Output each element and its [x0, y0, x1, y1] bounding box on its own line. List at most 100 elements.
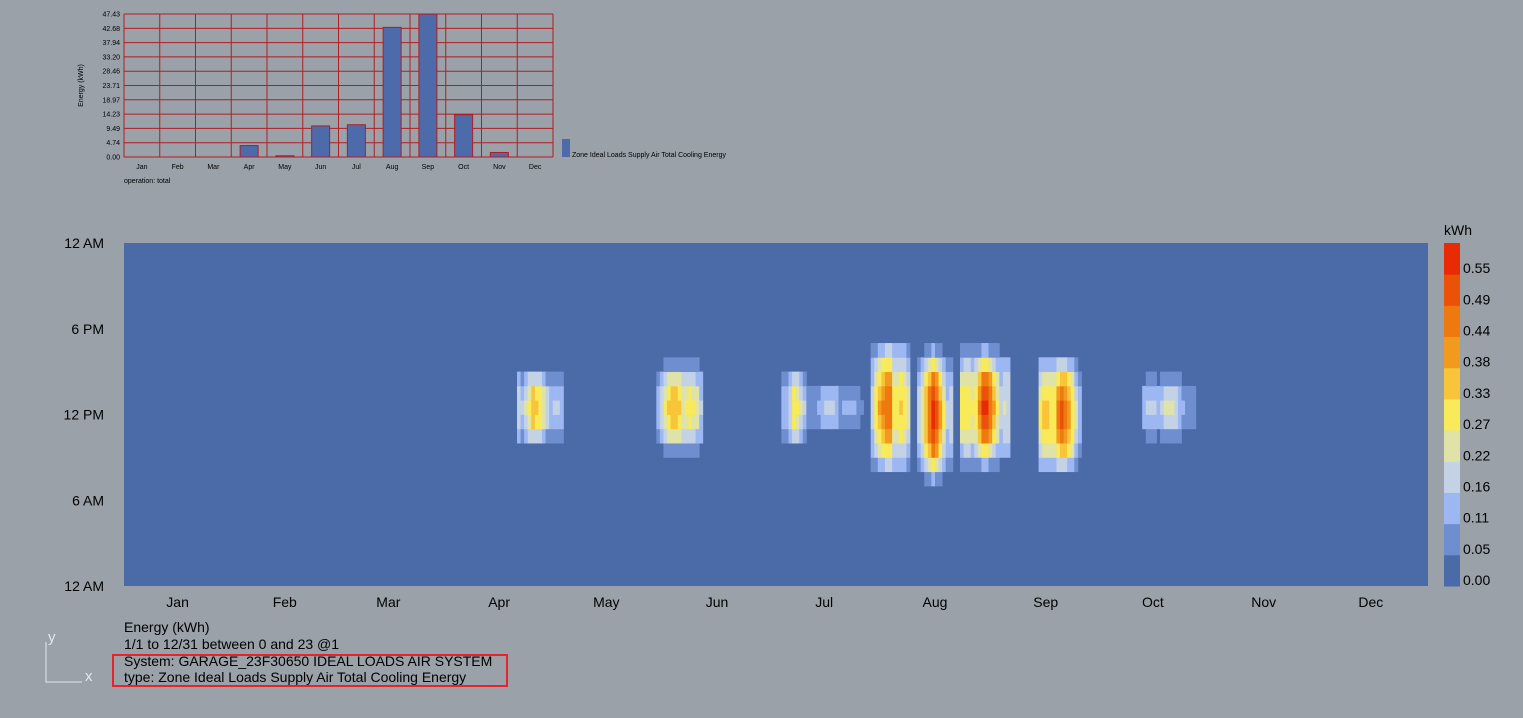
- heatmap-cell: [967, 343, 972, 358]
- heatmap-cell: [917, 371, 922, 387]
- heatmap-cell: [527, 414, 532, 430]
- bar-y-tick-label: 47.43: [102, 12, 120, 19]
- heatmap-cell: [1077, 385, 1082, 401]
- heatmap-cell: [988, 443, 993, 458]
- heatmap-cell: [1070, 428, 1075, 444]
- heatmap-cell: [874, 400, 879, 415]
- heatmap-cell: [834, 400, 839, 415]
- heatmap-cell: [1045, 371, 1050, 387]
- heatmap-cell: [1002, 414, 1007, 430]
- bar-aug: [382, 26, 402, 158]
- heatmap-cell: [1167, 414, 1172, 430]
- heatmap-cell: [881, 428, 886, 444]
- heatmap-cell: [670, 385, 675, 401]
- heatmap-cell: [827, 414, 832, 430]
- heatmap-cell: [1006, 385, 1011, 401]
- heatmap-cell: [967, 414, 972, 430]
- heatmap-cell: [802, 400, 807, 415]
- heatmap-cell: [1052, 457, 1057, 473]
- bar-y-tick-label: 23.71: [102, 83, 120, 90]
- heatmap-cell: [674, 371, 679, 387]
- heatmap-cell: [827, 385, 832, 401]
- bar-nov: [489, 151, 509, 158]
- heatmap-cell: [999, 400, 1004, 415]
- bar-x-tick-label: Feb: [172, 164, 184, 171]
- heatmap-cell: [974, 428, 979, 444]
- heatmap-cell: [927, 457, 932, 473]
- heatmap-cell: [870, 414, 875, 430]
- heatmap-cell: [949, 357, 954, 373]
- heatmap-cell: [1188, 385, 1193, 401]
- heatmap-cell: [874, 443, 879, 458]
- heatmap-cell: [845, 400, 850, 415]
- heatmap-cell: [884, 400, 889, 415]
- heatmap-cell: [1052, 385, 1057, 401]
- heatmap-cell: [1074, 457, 1079, 473]
- heatmap-cell: [942, 443, 947, 458]
- heatmap-cell: [892, 400, 897, 415]
- heatmap-cell: [920, 371, 925, 387]
- bar-x-tick-label: Oct: [458, 164, 469, 171]
- heatmap-cell: [1049, 400, 1054, 415]
- heatmap-cell: [977, 357, 982, 373]
- heatmap-cell: [541, 400, 546, 415]
- heatmap-cell: [881, 400, 886, 415]
- heatmap-cell: [902, 400, 907, 415]
- heatmap-cell: [802, 385, 807, 401]
- heatmap-cell: [556, 385, 561, 401]
- heatmap-cell: [970, 428, 975, 444]
- heatmap-cell: [524, 371, 529, 387]
- heatmap-cell: [784, 414, 789, 430]
- heatmap-cell: [902, 414, 907, 430]
- heatmap-cell: [967, 371, 972, 387]
- heatmap-cell: [1177, 414, 1182, 430]
- heatmap-cell: [692, 400, 697, 415]
- heatmap-cell: [999, 428, 1004, 444]
- bar-y-tick-label: 33.20: [102, 54, 120, 61]
- heatmap-cell: [917, 457, 922, 473]
- heatmap-cell: [1063, 357, 1068, 373]
- highlight-box: [112, 654, 508, 687]
- heatmap-cell: [1063, 443, 1068, 458]
- heatmap-x-tick-label: Jan: [166, 594, 189, 610]
- heatmap-cell: [899, 443, 904, 458]
- heatmap-cell: [820, 400, 825, 415]
- heatmap-cell: [967, 457, 972, 473]
- heatmap-x-tick-label: Dec: [1358, 594, 1383, 610]
- heatmap-cell: [1045, 428, 1050, 444]
- heatmap-cell: [1063, 371, 1068, 387]
- heatmap-cell: [892, 343, 897, 358]
- heatmap-cell: [934, 357, 939, 373]
- heatmap-cell: [995, 443, 1000, 458]
- bar-apr: [239, 145, 259, 158]
- heatmap-cell: [809, 385, 814, 401]
- heatmap-cell: [1077, 428, 1082, 444]
- heatmap-cell: [970, 357, 975, 373]
- heatmap-cell: [938, 443, 943, 458]
- heatmap-cell: [884, 443, 889, 458]
- info-system: System: GARAGE_23F30650 IDEAL LOADS AIR …: [124, 653, 493, 669]
- bar-y-tick-label: 0.00: [106, 155, 120, 162]
- heatmap-cell: [1045, 457, 1050, 473]
- heatmap-cell: [788, 385, 793, 401]
- heatmap-x-tick-label: Nov: [1251, 594, 1276, 610]
- heatmap-cell: [945, 400, 950, 415]
- heatmap-cell: [942, 371, 947, 387]
- heatmap-cell: [924, 371, 929, 387]
- heatmap-cell: [1192, 414, 1197, 430]
- heatmap-cell: [931, 428, 936, 444]
- heatmap-cell: [984, 357, 989, 373]
- heatmap-cell: [906, 443, 911, 458]
- bar-jul: [346, 124, 366, 158]
- heatmap-cell: [549, 400, 554, 415]
- heatmap-cell: [667, 443, 672, 458]
- heatmap-cell: [877, 357, 882, 373]
- legend-title: kWh: [1444, 222, 1472, 238]
- heatmap-cell: [981, 428, 986, 444]
- heatmap-cell: [1177, 400, 1182, 415]
- legend-swatch: [1444, 430, 1460, 462]
- heatmap-cell: [688, 357, 693, 373]
- bar-x-tick-label: Apr: [244, 164, 256, 171]
- heatmap-cell: [988, 428, 993, 444]
- heatmap-cell: [538, 400, 543, 415]
